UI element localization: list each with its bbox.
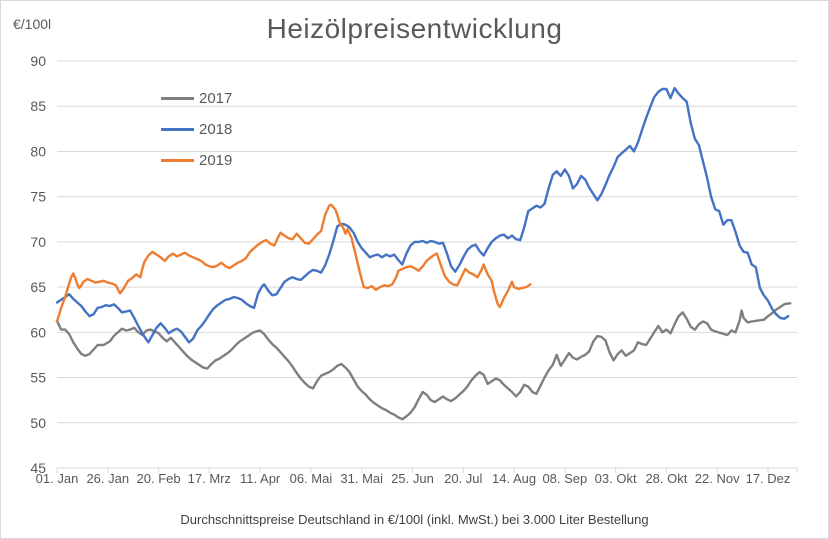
x-tick-label: 17. Mrz xyxy=(188,471,231,486)
legend-line-swatch-orange xyxy=(161,159,194,162)
legend-item-2019: 2019 xyxy=(161,145,232,176)
y-tick-label: 75 xyxy=(30,189,46,205)
x-tick-label: 08. Sep xyxy=(542,471,587,486)
x-tick-label: 28. Okt xyxy=(645,471,687,486)
series-line-2019 xyxy=(55,203,532,323)
x-tick-label: 25. Jun xyxy=(391,471,434,486)
x-tick-label: 22. Nov xyxy=(695,471,740,486)
y-axis-unit-label: €/100l xyxy=(13,16,52,32)
chart-title: Heizölpreisentwicklung xyxy=(266,13,563,44)
x-tick-label: 06. Mai xyxy=(290,471,333,486)
x-tick-label: 11. Apr xyxy=(240,471,281,486)
legend-line-swatch-blue xyxy=(161,128,194,131)
x-tick-label: 31. Mai xyxy=(340,471,383,486)
x-tick-label: 14. Aug xyxy=(492,471,536,486)
y-tick-label: 45 xyxy=(30,460,46,476)
y-tick-label: 70 xyxy=(30,234,46,250)
y-tick-label: 50 xyxy=(30,415,46,431)
legend: 2017 2018 2019 xyxy=(161,83,232,176)
series-line-2017 xyxy=(55,302,792,421)
legend-label: 2017 xyxy=(199,90,233,107)
y-tick-label: 90 xyxy=(30,53,46,69)
y-tick-label: 85 xyxy=(30,98,46,114)
legend-label: 2018 xyxy=(199,121,233,138)
y-tick-label: 60 xyxy=(30,324,46,340)
series-line-2018 xyxy=(55,86,790,344)
legend-item-2017: 2017 xyxy=(161,83,232,114)
x-tick-label: 20. Feb xyxy=(137,471,181,486)
legend-label: 2019 xyxy=(199,152,233,169)
y-tick-label: 55 xyxy=(30,370,46,386)
legend-line-swatch-gray xyxy=(161,97,194,100)
x-tick-label: 03. Okt xyxy=(595,471,637,486)
y-tick-label: 80 xyxy=(30,143,46,159)
x-tick-label: 17. Dez xyxy=(746,471,791,486)
y-tick-label: 65 xyxy=(30,279,46,295)
legend-item-2018: 2018 xyxy=(161,114,232,145)
x-tick-label: 01. Jan xyxy=(36,471,79,486)
chart-caption: Durchschnittspreise Deutschland in €/100… xyxy=(180,512,649,527)
x-tick-label: 20. Jul xyxy=(444,471,482,486)
x-tick-label: 26. Jan xyxy=(86,471,129,486)
